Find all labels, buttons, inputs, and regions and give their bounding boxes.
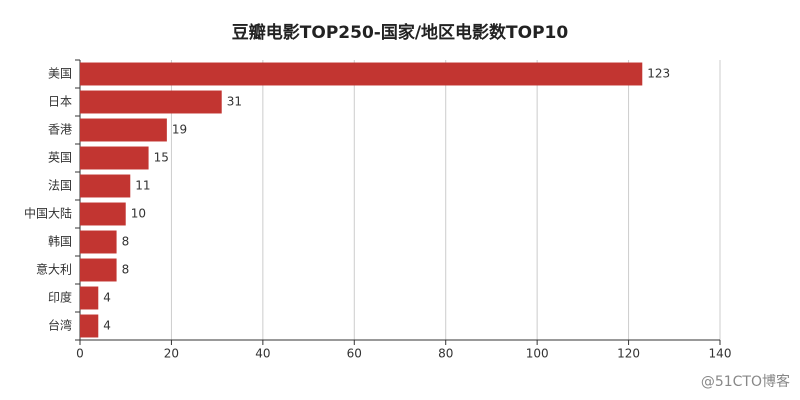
data-label: 8 xyxy=(122,263,130,277)
bar xyxy=(80,62,643,86)
x-tick-label: 60 xyxy=(347,347,362,361)
y-tick-label: 香港 xyxy=(48,123,72,137)
bar xyxy=(80,118,167,142)
y-tick-label: 法国 xyxy=(48,179,72,193)
bar xyxy=(80,202,126,226)
y-tick-label: 英国 xyxy=(48,151,72,165)
data-label: 4 xyxy=(103,319,111,333)
bar xyxy=(80,230,117,254)
bar xyxy=(80,90,222,114)
data-label: 123 xyxy=(647,67,670,81)
chart-title: 豆瓣电影TOP250-国家/地区电影数TOP10 xyxy=(232,22,569,43)
y-tick-label: 美国 xyxy=(48,67,72,81)
bar xyxy=(80,258,117,282)
bar xyxy=(80,286,99,310)
y-tick-label: 意大利 xyxy=(36,262,72,277)
x-tick-label: 40 xyxy=(255,347,270,361)
data-label: 15 xyxy=(154,151,169,165)
y-tick-label: 中国大陆 xyxy=(24,206,72,221)
bar xyxy=(80,314,99,338)
watermark: @51CTO博客 xyxy=(701,373,790,390)
data-label: 11 xyxy=(135,179,150,193)
x-tick-label: 0 xyxy=(76,347,84,361)
data-label: 10 xyxy=(131,207,146,221)
x-tick-label: 140 xyxy=(709,347,732,361)
x-tick-label: 120 xyxy=(617,347,640,361)
bar xyxy=(80,146,149,170)
x-tick-label: 100 xyxy=(526,347,549,361)
data-label: 19 xyxy=(172,123,187,137)
data-label: 31 xyxy=(227,95,242,109)
y-tick-label: 台湾 xyxy=(48,318,72,333)
x-tick-label: 20 xyxy=(164,347,179,361)
y-tick-label: 日本 xyxy=(48,95,72,109)
y-tick-label: 印度 xyxy=(48,290,72,305)
bar xyxy=(80,174,131,198)
y-tick-label: 韩国 xyxy=(48,234,72,249)
x-tick-label: 80 xyxy=(438,347,453,361)
data-label: 8 xyxy=(122,235,130,249)
data-label: 4 xyxy=(103,291,111,305)
